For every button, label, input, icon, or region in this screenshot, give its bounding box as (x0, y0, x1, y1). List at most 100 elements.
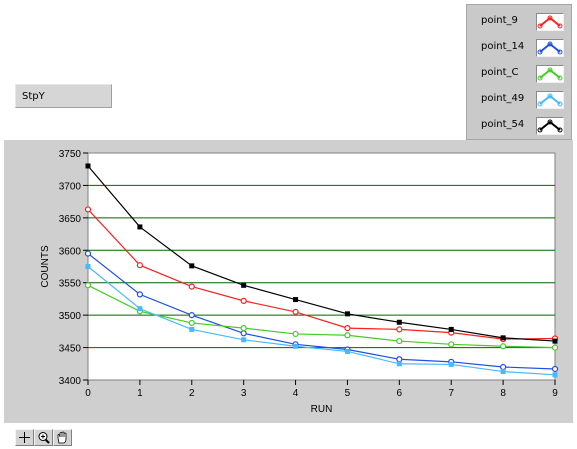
graph-palette-toolbar (15, 429, 72, 447)
data-point (240, 325, 247, 332)
x-tick-label: 7 (448, 388, 454, 399)
series-line (87, 209, 556, 340)
legend-swatch (536, 65, 564, 83)
y-tick-label: 3700 (59, 181, 82, 192)
data-point (344, 348, 350, 354)
data-point (552, 372, 558, 378)
data-point (396, 326, 403, 333)
data-point (241, 282, 247, 288)
y-tick-label: 3500 (59, 311, 82, 322)
data-point (137, 224, 143, 230)
series-line (87, 266, 556, 376)
line-chart: 3400 3450 3500 3550 3600 3650 3700 3750 0 1 2 3 4 5 6 7… (40, 149, 559, 415)
data-point (448, 341, 455, 348)
pan-tool-button[interactable] (53, 429, 72, 446)
x-tick-label: 0 (85, 388, 91, 399)
plot-line-icon (537, 67, 563, 81)
series-line (87, 165, 556, 342)
series-point-54 (85, 163, 558, 344)
data-point (396, 337, 403, 345)
data-point (84, 250, 92, 257)
data-point (136, 262, 143, 269)
data-point (240, 297, 247, 304)
legend-item-point-9[interactable]: point_9 (467, 10, 571, 32)
data-point (448, 361, 454, 367)
y-tick-label: 3600 (59, 246, 82, 257)
data-point (85, 163, 91, 169)
data-point (293, 343, 299, 349)
data-point (448, 326, 454, 332)
data-point (188, 312, 195, 319)
x-axis-label: RUN (311, 404, 333, 415)
legend-label: point_49 (481, 93, 525, 104)
legend-label: point_54 (481, 119, 525, 130)
y-tick-label: 3450 (59, 344, 82, 355)
series-point-14 (84, 250, 559, 373)
data-point (189, 263, 195, 269)
plot-area (87, 152, 556, 381)
x-tick-label: 1 (137, 388, 143, 399)
data-point (552, 338, 558, 344)
y-tick-label: 3750 (59, 149, 82, 160)
series-line (87, 284, 556, 349)
legend-swatch (536, 13, 564, 31)
data-point (84, 206, 92, 213)
legend-item-point-54[interactable]: point_54 (467, 114, 571, 136)
data-point (396, 319, 402, 325)
waveform-chart-panel: 3400 3450 3500 3550 3600 3650 3700 3750 0 1 2 3 4 5 6 7… (4, 140, 573, 423)
crosshair-tool-button[interactable] (15, 429, 34, 446)
data-point (85, 264, 91, 269)
data-point (500, 343, 507, 350)
plot-line-icon (537, 93, 563, 107)
legend-item-point-49[interactable]: point_49 (467, 88, 571, 110)
legend-swatch (536, 39, 564, 57)
zoom-tool-button[interactable] (34, 429, 53, 446)
legend-label: point_14 (481, 41, 525, 52)
data-point (84, 282, 92, 289)
legend-item-point-c[interactable]: point_C (467, 62, 571, 84)
data-point (500, 369, 506, 375)
data-point (551, 365, 559, 373)
crosshair-icon (19, 432, 30, 443)
data-point (344, 325, 351, 332)
stpy-indicator: StpY (15, 84, 112, 108)
data-point (240, 330, 247, 337)
data-point (292, 308, 299, 315)
pan-hand-icon (57, 431, 67, 444)
x-tick-label: 2 (189, 388, 195, 399)
data-point (292, 330, 299, 338)
plot-line-icon (537, 41, 563, 55)
data-point (344, 332, 351, 339)
legend-item-point-14[interactable]: point_14 (467, 36, 571, 58)
series-point-49 (85, 264, 558, 378)
y-axis-label: COUNTS (40, 245, 51, 288)
data-point (551, 344, 559, 351)
y-tick-label: 3400 (59, 376, 82, 387)
plot-line-icon (537, 119, 563, 133)
x-tick-label: 8 (500, 388, 506, 399)
legend-label: point_9 (481, 15, 518, 26)
data-point (188, 319, 195, 327)
series-point-c (84, 282, 559, 351)
data-point (136, 291, 143, 298)
legend-swatch (536, 117, 564, 135)
y-tick-label: 3550 (59, 279, 82, 290)
x-tick-label: 9 (552, 388, 558, 399)
legend-swatch (536, 91, 564, 109)
zoom-icon (38, 432, 50, 444)
series-point-9 (84, 206, 559, 343)
series-line (87, 253, 556, 370)
data-point (500, 335, 506, 341)
data-point (293, 297, 299, 303)
data-point (188, 283, 195, 290)
data-point (500, 363, 507, 371)
plot-legend: point_9 point_14 point_C point_49 point_54 (466, 4, 572, 140)
data-point (189, 326, 195, 332)
legend-label: point_C (481, 67, 519, 78)
data-point (241, 337, 247, 343)
x-tick-label: 5 (345, 388, 351, 399)
y-tick-label: 3650 (59, 214, 82, 225)
data-point (344, 311, 350, 317)
data-point (396, 361, 402, 367)
data-point (396, 356, 403, 363)
